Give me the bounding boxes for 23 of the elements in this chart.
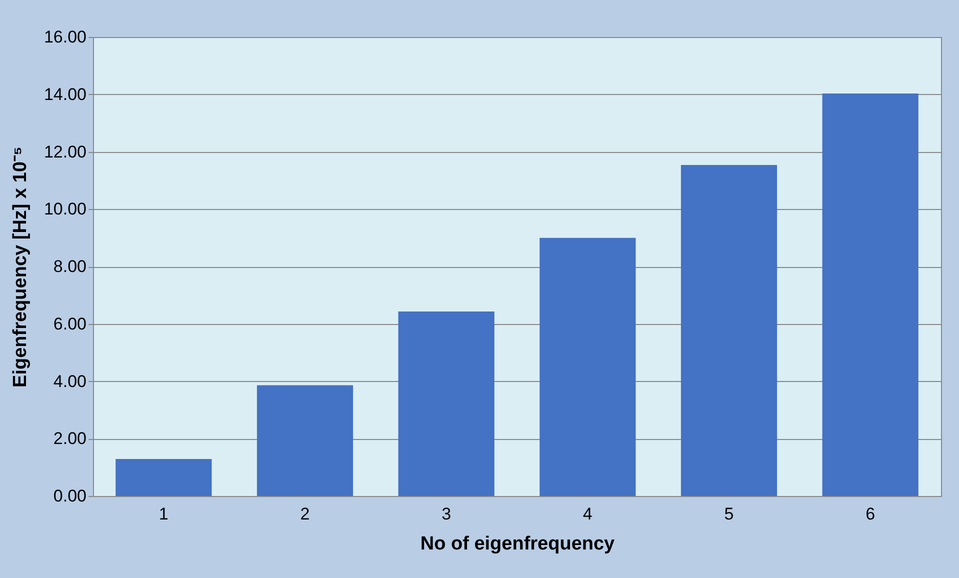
y-tick-label: 16.00 bbox=[44, 28, 86, 46]
bar bbox=[256, 385, 354, 496]
x-tick-label: 2 bbox=[300, 504, 310, 524]
x-tick-label: 4 bbox=[582, 504, 592, 524]
y-axis-title: Eigenfrequency [Hz] x 10⁻⁵ bbox=[10, 146, 31, 388]
bar bbox=[116, 458, 212, 496]
y-tick-label: 14.00 bbox=[44, 84, 86, 104]
bar bbox=[540, 238, 636, 496]
x-tick-label: 3 bbox=[442, 504, 452, 524]
y-tick-label: 4.00 bbox=[53, 372, 86, 391]
y-tick-label: 12.00 bbox=[44, 142, 86, 162]
x-tick-label: 6 bbox=[866, 504, 876, 524]
y-tick-label: 8.00 bbox=[53, 257, 86, 276]
y-tick-label: 10.00 bbox=[44, 200, 86, 219]
bar bbox=[822, 94, 918, 496]
y-tick-label: 2.00 bbox=[53, 429, 86, 448]
bar bbox=[680, 164, 778, 496]
bar bbox=[398, 312, 494, 496]
x-axis-title: No of eigenfrequency bbox=[420, 534, 616, 554]
y-tick-label: 0.00 bbox=[53, 486, 86, 506]
y-tick-label: 6.00 bbox=[53, 314, 86, 334]
x-tick-label: 1 bbox=[158, 504, 168, 524]
x-tick-label: 5 bbox=[724, 504, 734, 524]
